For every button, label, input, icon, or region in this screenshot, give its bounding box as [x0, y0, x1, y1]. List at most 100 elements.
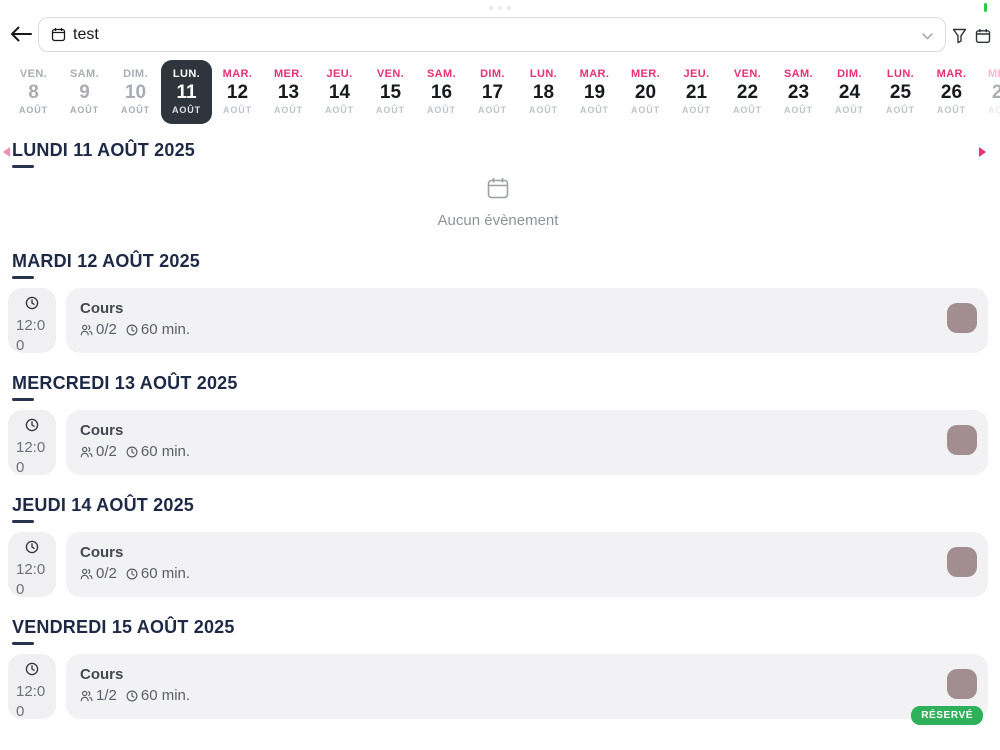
event-card[interactable]: Cours 0/2 60 min. — [66, 288, 988, 353]
event-meta: 0/2 60 min. — [80, 443, 938, 460]
day-cell[interactable]: LUN. 11 AOÛT — [161, 60, 212, 124]
event-card[interactable]: Cours 0/2 60 min. — [66, 532, 988, 597]
clock-icon — [25, 296, 39, 315]
next-days-arrow[interactable] — [979, 147, 986, 157]
event-title: Cours — [80, 422, 124, 439]
reserved-badge: RÉSERVÉ — [911, 706, 983, 725]
day-weekday: SAM. — [426, 68, 457, 80]
agenda-selector[interactable]: test — [38, 17, 946, 52]
clock-icon — [25, 540, 39, 559]
day-cell[interactable]: LUN. 25 AOÛT — [875, 60, 926, 124]
day-weekday: DIM. — [837, 68, 862, 80]
day-number: 8 — [28, 82, 39, 103]
day-cell[interactable]: JEU. 21 AOÛT — [671, 60, 722, 124]
day-month: AOÛT — [171, 105, 202, 115]
event-time: 12:00 — [16, 317, 46, 354]
day-weekday: DIM. — [480, 68, 505, 80]
event-row[interactable]: 12:00 Cours 0/2 60 min. — [8, 532, 988, 598]
day-number: 11 — [176, 82, 197, 103]
day-month: AOÛT — [630, 105, 661, 115]
day-month: AOÛT — [732, 105, 763, 115]
day-cell[interactable]: VEN. 8 AOÛT — [8, 60, 59, 124]
section-title-underline — [12, 520, 34, 523]
participants-icon — [80, 690, 93, 702]
back-button[interactable] — [9, 26, 33, 44]
day-month: AOÛT — [528, 105, 559, 115]
day-weekday: MAR. — [936, 68, 967, 80]
day-month: AOÛT — [987, 105, 1000, 115]
day-section: MARDI 12 AOÛT 2025 12:00 Cours 0/2 60 mi… — [8, 251, 988, 354]
drag-handle-dots — [489, 6, 511, 10]
day-month: AOÛT — [426, 105, 457, 115]
section-title: JEUDI 14 AOÛT 2025 — [12, 495, 195, 515]
day-month: AOÛT — [375, 105, 406, 115]
date-strip: VEN. 8 AOÛT SAM. 9 AOÛT DIM. 10 AOÛT LUN… — [0, 60, 1000, 157]
day-cell[interactable]: MER. 13 AOÛT — [263, 60, 314, 124]
day-month: AOÛT — [885, 105, 916, 115]
day-cell[interactable]: MER. 20 AOÛT — [620, 60, 671, 124]
event-time-box: 12:00 — [8, 532, 56, 598]
participants-icon — [80, 324, 93, 336]
event-row[interactable]: 12:00 Cours 1/2 60 min. RÉSERVÉ — [8, 654, 988, 725]
filter-button[interactable] — [952, 28, 967, 47]
calendar-icon — [51, 27, 66, 42]
event-row[interactable]: 12:00 Cours 0/2 60 min. — [8, 410, 988, 476]
event-capacity: 0/2 — [96, 565, 117, 582]
day-cell[interactable]: VEN. 22 AOÛT — [722, 60, 773, 124]
day-section: VENDREDI 15 AOÛT 2025 12:00 Cours 1/2 60… — [8, 617, 988, 725]
section-title: LUNDI 11 AOÛT 2025 — [12, 140, 195, 160]
event-card[interactable]: Cours 0/2 60 min. — [66, 410, 988, 475]
prev-days-arrow[interactable] — [3, 147, 10, 157]
day-section: MERCREDI 13 AOÛT 2025 12:00 Cours 0/2 60… — [8, 373, 988, 476]
day-section: JEUDI 14 AOÛT 2025 12:00 Cours 0/2 60 mi… — [8, 495, 988, 598]
clock-icon — [25, 418, 39, 437]
day-weekday: MER. — [630, 68, 661, 80]
duration-clock-icon — [126, 689, 138, 702]
day-weekday: JEU. — [326, 68, 353, 80]
day-cell[interactable]: MAR. 19 AOÛT — [569, 60, 620, 124]
day-weekday: DIM. — [123, 68, 148, 80]
event-time-box: 12:00 — [8, 288, 56, 354]
day-number: 26 — [940, 82, 963, 103]
participants-icon — [80, 568, 93, 580]
day-cell[interactable]: DIM. 24 AOÛT — [824, 60, 875, 124]
day-cell[interactable]: SAM. 23 AOÛT — [773, 60, 824, 124]
event-card[interactable]: Cours 1/2 60 min. RÉSERVÉ — [66, 654, 988, 725]
day-cell[interactable]: DIM. 10 AOÛT — [110, 60, 161, 124]
section-title: MARDI 12 AOÛT 2025 — [12, 251, 200, 271]
day-weekday: LUN. — [172, 68, 201, 80]
day-month: AOÛT — [783, 105, 814, 115]
calendar-view-button[interactable] — [975, 28, 991, 47]
top-bar: test — [0, 0, 1000, 58]
day-weekday: MER. — [273, 68, 304, 80]
day-section: LUNDI 11 AOÛT 2025 Aucun évènement — [8, 140, 988, 231]
day-number: 21 — [685, 82, 708, 103]
day-number: 22 — [736, 82, 759, 103]
day-number: 13 — [277, 82, 300, 103]
day-number: 18 — [532, 82, 555, 103]
day-weekday: SAM. — [69, 68, 100, 80]
event-time-box: 12:00 — [8, 654, 56, 720]
day-cell[interactable]: SAM. 9 AOÛT — [59, 60, 110, 124]
event-duration: 60 min. — [140, 321, 191, 338]
day-number: 10 — [124, 82, 147, 103]
day-cell[interactable]: DIM. 17 AOÛT — [467, 60, 518, 124]
event-time-box: 12:00 — [8, 410, 56, 476]
day-month: AOÛT — [579, 105, 610, 115]
event-capacity: 0/2 — [96, 321, 117, 338]
event-capacity: 0/2 — [96, 443, 117, 460]
event-row[interactable]: 12:00 Cours 0/2 60 min. — [8, 288, 988, 354]
day-cell[interactable]: MAR. 12 AOÛT — [212, 60, 263, 124]
avatar — [947, 547, 977, 577]
event-duration: 60 min. — [140, 443, 191, 460]
day-cell[interactable]: LUN. 18 AOÛT — [518, 60, 569, 124]
day-month: AOÛT — [18, 105, 49, 115]
day-cell[interactable]: JEU. 14 AOÛT — [314, 60, 365, 124]
clock-icon — [25, 662, 39, 681]
day-weekday: MER. — [987, 68, 1000, 80]
day-cell[interactable]: MER. 27 AOÛT — [977, 60, 1000, 124]
day-cell[interactable]: SAM. 16 AOÛT — [416, 60, 467, 124]
day-cell[interactable]: MAR. 26 AOÛT — [926, 60, 977, 124]
day-number: 12 — [226, 82, 249, 103]
day-cell[interactable]: VEN. 15 AOÛT — [365, 60, 416, 124]
